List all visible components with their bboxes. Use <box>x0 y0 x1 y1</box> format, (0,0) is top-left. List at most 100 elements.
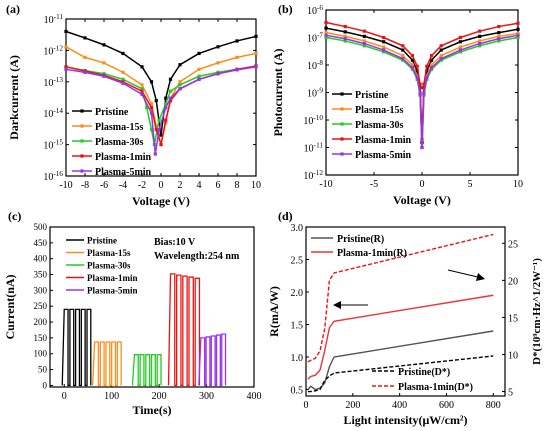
panel-label: (b) <box>278 2 293 16</box>
data-point <box>235 39 239 43</box>
data-point <box>140 87 144 91</box>
legend-label: Plasma-5min <box>355 150 412 161</box>
legend-marker <box>340 92 344 96</box>
data-point <box>164 106 168 110</box>
plot-frame <box>305 226 506 397</box>
pulse-trace <box>61 308 92 387</box>
data-point <box>516 35 520 40</box>
y-tick-label: 10-10 <box>303 114 323 127</box>
y-tick-label: 10-12 <box>43 44 63 57</box>
panel-label: (c) <box>8 209 21 223</box>
legend-marker <box>80 169 84 173</box>
x-tick-label: -10 <box>59 180 72 191</box>
arrow-head <box>476 273 485 281</box>
data-point <box>362 39 366 43</box>
data-point <box>154 128 158 132</box>
y-tick-label: 3.0 <box>291 223 304 234</box>
data-point <box>178 80 182 84</box>
data-point <box>197 51 201 56</box>
x-tick-label: 400 <box>247 391 262 402</box>
data-point <box>478 29 482 33</box>
legend-marker <box>80 124 84 128</box>
data-point <box>458 50 462 54</box>
data-point <box>102 61 106 65</box>
x-tick-label: 0 <box>304 400 309 411</box>
data-point <box>149 111 154 115</box>
data-point <box>197 67 201 71</box>
x-tick-label: 6 <box>216 180 221 191</box>
data-point <box>64 67 68 71</box>
panel-label: (d) <box>278 209 293 223</box>
series-line <box>65 30 257 136</box>
data-point <box>422 92 426 96</box>
x-tick-label: 800 <box>486 400 501 411</box>
data-point <box>458 40 462 44</box>
legend-label: Plasma-15s <box>95 122 143 133</box>
y-tick-right-label: 20 <box>508 276 518 287</box>
series-line <box>307 330 494 391</box>
data-point <box>362 44 366 48</box>
series-line <box>307 355 494 393</box>
x-tick-label: 600 <box>439 400 454 411</box>
data-point <box>178 63 182 67</box>
data-point <box>324 20 328 25</box>
data-point <box>83 55 87 59</box>
data-point <box>216 72 220 76</box>
data-point <box>157 128 161 132</box>
y-tick-label: 200 <box>34 317 48 327</box>
legend-label: Plasma-1min(R) <box>337 248 407 259</box>
x-tick-label: -2 <box>138 180 146 191</box>
legend-marker <box>80 109 84 113</box>
pulse-trace <box>131 354 162 387</box>
data-point <box>497 37 501 41</box>
y-tick-label: 2.0 <box>291 288 304 299</box>
legend-label: Plasma-1min <box>87 273 138 283</box>
data-point <box>343 24 347 29</box>
panel-d: 0 200 400 600 800 0.5 1.0 1.5 2.0 2.5 3.0 5 10 15 20 25… <box>267 209 543 427</box>
y-tick-right-label: 25 <box>508 239 518 250</box>
data-point <box>418 82 422 86</box>
data-point <box>422 82 426 86</box>
data-point <box>458 35 462 40</box>
data-point <box>164 96 168 100</box>
data-point <box>102 74 106 78</box>
x-axis-label: Voltage (V) <box>393 193 451 207</box>
data-point <box>430 66 434 70</box>
data-point <box>149 106 154 110</box>
data-point <box>121 77 125 81</box>
data-point <box>157 118 161 122</box>
legend-label: Pristine(R) <box>337 234 384 245</box>
data-point <box>382 48 386 52</box>
data-point <box>439 57 443 61</box>
y-axis-label: Current(nA) <box>3 274 17 339</box>
data-point <box>168 96 173 100</box>
data-point <box>401 57 405 61</box>
data-point <box>439 48 443 52</box>
legend-marker <box>340 152 344 156</box>
data-point <box>149 128 154 132</box>
data-point <box>168 77 173 81</box>
data-point <box>439 53 443 58</box>
legend-label: Pristine <box>87 236 117 246</box>
y-tick-label: 0.5 <box>291 386 304 397</box>
data-point <box>401 44 405 48</box>
y-tick-label: 1.5 <box>291 321 304 332</box>
legend-marker <box>340 137 344 141</box>
data-point <box>420 145 424 150</box>
data-point <box>516 21 520 25</box>
legend-marker <box>340 107 344 111</box>
data-point <box>425 64 429 68</box>
data-point <box>430 58 434 62</box>
legend-label: Pristine <box>355 90 389 101</box>
data-point <box>415 64 419 68</box>
x-axis-label: Time(s) <box>132 403 171 417</box>
data-point <box>362 42 366 46</box>
data-point <box>415 75 419 80</box>
y-tick-label: 400 <box>34 254 48 264</box>
x-tick-label: 0 <box>420 179 425 190</box>
data-point <box>362 34 366 38</box>
data-point <box>254 65 258 69</box>
y-tick-right-label: 5 <box>508 388 513 399</box>
legend-label: Plasma-1min(D*) <box>398 382 473 393</box>
x-tick-label: 200 <box>345 400 360 411</box>
